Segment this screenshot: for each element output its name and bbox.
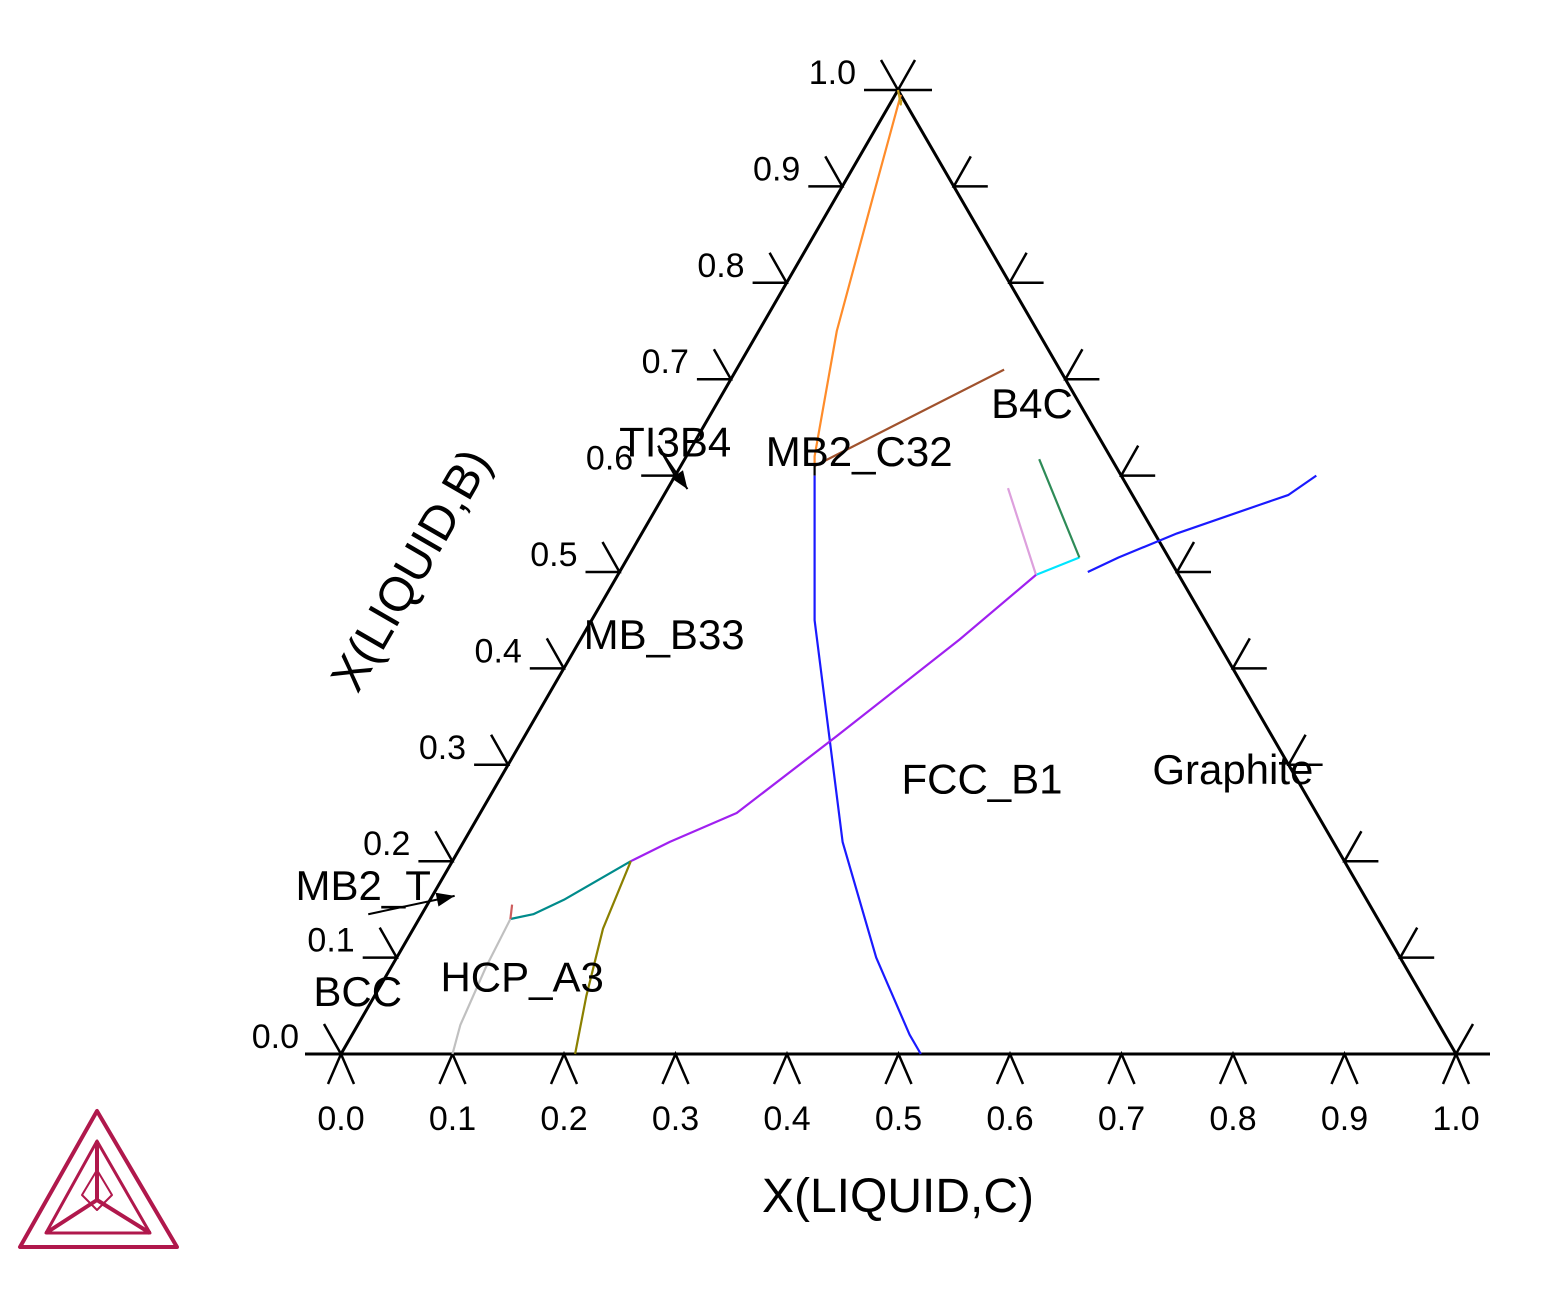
right-tick xyxy=(1398,926,1435,959)
tick-marks xyxy=(307,59,1490,1085)
x-tick xyxy=(1107,1050,1136,1085)
region-label-fcc-b1: FCC_B1 xyxy=(901,756,1062,803)
right-tick xyxy=(1063,348,1100,381)
x-tick-label: 0.1 xyxy=(429,1100,476,1138)
y-tick xyxy=(307,1023,344,1056)
y-tick xyxy=(418,830,455,863)
x-tick xyxy=(1330,1050,1359,1085)
y-tick-label: 0.9 xyxy=(753,150,800,188)
phase-boundary-line xyxy=(1006,487,1038,576)
x-tick xyxy=(326,1050,356,1085)
label-arrow-head xyxy=(435,892,455,907)
right-tick xyxy=(1174,541,1211,574)
x-tick xyxy=(549,1050,579,1085)
right-tick xyxy=(1342,830,1379,863)
right-tick xyxy=(1119,444,1156,477)
label-arrow-head xyxy=(671,470,688,490)
region-label-bcc: BCC xyxy=(313,968,402,1015)
x-tick xyxy=(438,1050,467,1085)
x-axis-title: X(LIQUID,C) xyxy=(762,1170,1034,1223)
x-tick xyxy=(772,1050,802,1085)
y-tick xyxy=(752,252,789,285)
y-tick xyxy=(585,541,622,574)
y-tick-label: 0.5 xyxy=(530,536,577,574)
phase-boundary-line xyxy=(1035,556,1080,576)
x-tick-label: 0.9 xyxy=(1321,1100,1368,1138)
region-label-b4c: B4C xyxy=(991,380,1073,427)
x-tick-label: 0.7 xyxy=(1098,1100,1145,1138)
x-tick xyxy=(1441,1050,1471,1085)
y-tick-label: 0.4 xyxy=(475,632,522,670)
phase-boundary-line xyxy=(813,475,922,1055)
x-tick xyxy=(1218,1050,1248,1085)
y-tick-label: 1.0 xyxy=(809,54,856,92)
y-tick-label: 0.3 xyxy=(419,729,466,767)
phase-region-labels: B4C MB2_C32 TI3B4 MB_B33 FCC_B1 Graphite MB2_T… xyxy=(296,380,1314,1015)
y-tick-label: 0.1 xyxy=(307,922,354,960)
x-tick-label: 0.8 xyxy=(1209,1100,1256,1138)
right-tick xyxy=(1453,1023,1490,1056)
region-label-mb-b33: MB_B33 xyxy=(584,611,745,658)
x-tick-label: 0.5 xyxy=(875,1100,922,1138)
ternary-frame xyxy=(305,87,1490,1056)
region-label-mb2-c32: MB2_C32 xyxy=(766,428,953,475)
phase-boundary-line xyxy=(814,368,1005,467)
y-tick xyxy=(474,734,511,767)
phase-boundary-line xyxy=(451,918,512,1055)
phase-boundary-line xyxy=(1038,458,1081,558)
x-tick-label: 0.6 xyxy=(986,1100,1033,1138)
y-tick-label: 0.6 xyxy=(586,440,633,478)
y-tick xyxy=(529,637,566,670)
region-label-graphite: Graphite xyxy=(1152,746,1313,793)
y-tick xyxy=(808,155,845,188)
y-tick-label: 0.7 xyxy=(642,343,689,381)
x-tick-label: 0.3 xyxy=(652,1100,699,1138)
y-tick-label: 0.2 xyxy=(363,825,410,863)
phase-boundary-line xyxy=(574,860,632,1055)
triangle-outline xyxy=(338,87,1459,1056)
x-tick-label: 0.0 xyxy=(317,1100,364,1138)
x-tick xyxy=(661,1050,690,1085)
right-tick xyxy=(1286,734,1323,767)
x-tick xyxy=(995,1050,1025,1085)
region-label-ti3b4: TI3B4 xyxy=(619,418,731,465)
phase-boundary-line xyxy=(813,94,902,466)
right-tick xyxy=(951,155,988,188)
phase-boundary-line xyxy=(896,89,903,106)
x-tick-label: 0.4 xyxy=(763,1100,810,1138)
label-arrows xyxy=(368,449,689,916)
y-tick xyxy=(362,926,399,959)
x-tick-label: 1.0 xyxy=(1432,1100,1479,1138)
region-label-mb2-t: MB2_T xyxy=(296,862,431,909)
right-tick xyxy=(1007,252,1044,285)
right-tick xyxy=(1230,637,1267,670)
phase-boundaries xyxy=(451,89,1317,1055)
y-tick xyxy=(696,348,734,381)
y-tick xyxy=(864,59,901,92)
phase-boundary-line xyxy=(509,904,514,920)
phase-boundary-line xyxy=(630,574,1037,863)
tick-labels: 0.0 0.0 0.1 0.1 0.2 0.2 0.3 0.3 0.4 0.4 0.5 0.5 0.6 0… xyxy=(252,54,1480,1138)
x-tick-label: 0.2 xyxy=(540,1100,587,1138)
y-tick-label: 0.0 xyxy=(252,1018,299,1056)
y-tick-label: 0.8 xyxy=(697,247,744,285)
phase-boundary-line xyxy=(1087,474,1317,573)
phase-boundary-line xyxy=(510,860,632,921)
region-label-hcp-a3: HCP_A3 xyxy=(440,953,603,1000)
thermo-calc-logo xyxy=(18,1109,179,1249)
x-tick xyxy=(884,1050,913,1085)
right-tick xyxy=(895,59,932,92)
